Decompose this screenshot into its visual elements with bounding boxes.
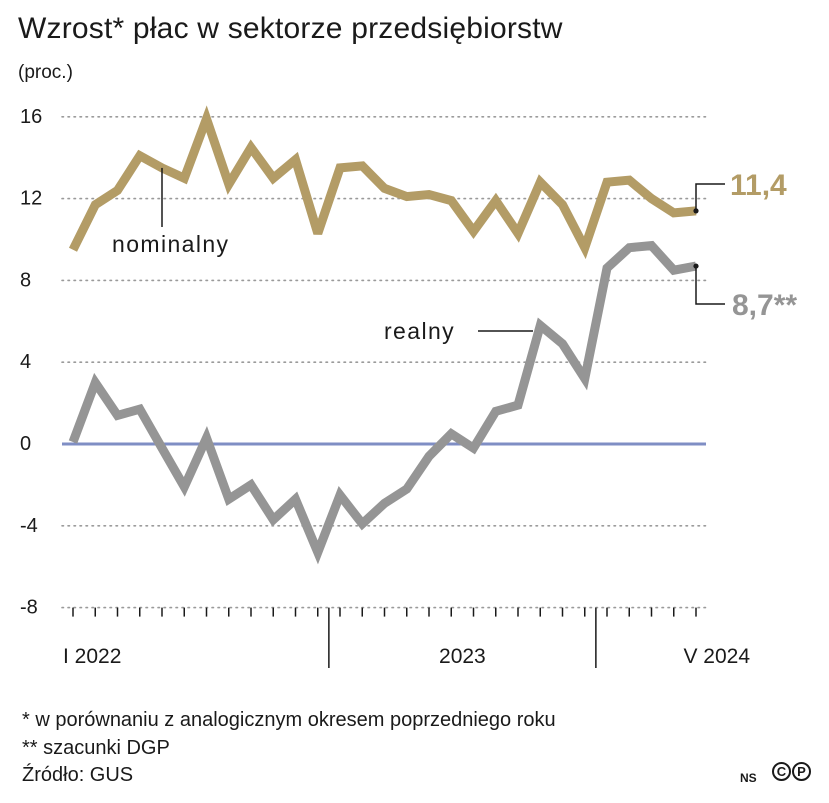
y-tick-label: 4 [20, 351, 31, 373]
x-tick-label: 2023 [439, 645, 486, 668]
series-label-nominalny: nominalny [112, 231, 229, 257]
x-tick-label: V 2024 [683, 645, 750, 668]
p-icon: P [792, 762, 811, 781]
footnote-comparison: * w porównaniu z analogicznym okresem po… [22, 709, 556, 731]
x-tick-label: I 2022 [63, 645, 121, 668]
wage-growth-chart: 16 12 8 4 0 -4 -8 I 2022 2023 V 2024 nominalny re… [20, 105, 797, 668]
copyright-icon: C [772, 762, 791, 781]
y-tick-label: -8 [20, 597, 38, 619]
series-label-realny: realny [384, 318, 455, 344]
y-tick-label: 0 [20, 433, 31, 455]
footnote-estimates: ** szacunki DGP [22, 737, 170, 759]
y-tick-label: 12 [20, 188, 42, 210]
source-label: Źródło: GUS [22, 764, 134, 786]
leader-end-realny [695, 266, 725, 305]
end-value-realny: 8,7** [732, 289, 797, 322]
series-layer [62, 105, 706, 565]
y-tick-label: 8 [20, 269, 31, 291]
x-ticks-layer: I 2022 2023 V 2024 [63, 607, 750, 668]
y-tick-label: 16 [20, 106, 42, 128]
grid-layer: 16 12 8 4 0 -4 -8 [20, 106, 707, 619]
series-line-nominalny [68, 105, 697, 260]
copyright-logo: C P [772, 762, 811, 781]
end-value-nominalny: 11,4 [730, 169, 787, 202]
series-line-realny [68, 240, 697, 565]
leader-end-nominalny [695, 183, 725, 211]
unit-label: (proc.) [18, 62, 73, 83]
labels-layer: nominalny realny 11,4 8,7** [112, 167, 797, 344]
ns-logo: NS [740, 771, 757, 785]
chart-title: Wzrost* płac w sektorze przedsiębiorstw [18, 12, 563, 45]
y-tick-label: -4 [20, 515, 38, 537]
